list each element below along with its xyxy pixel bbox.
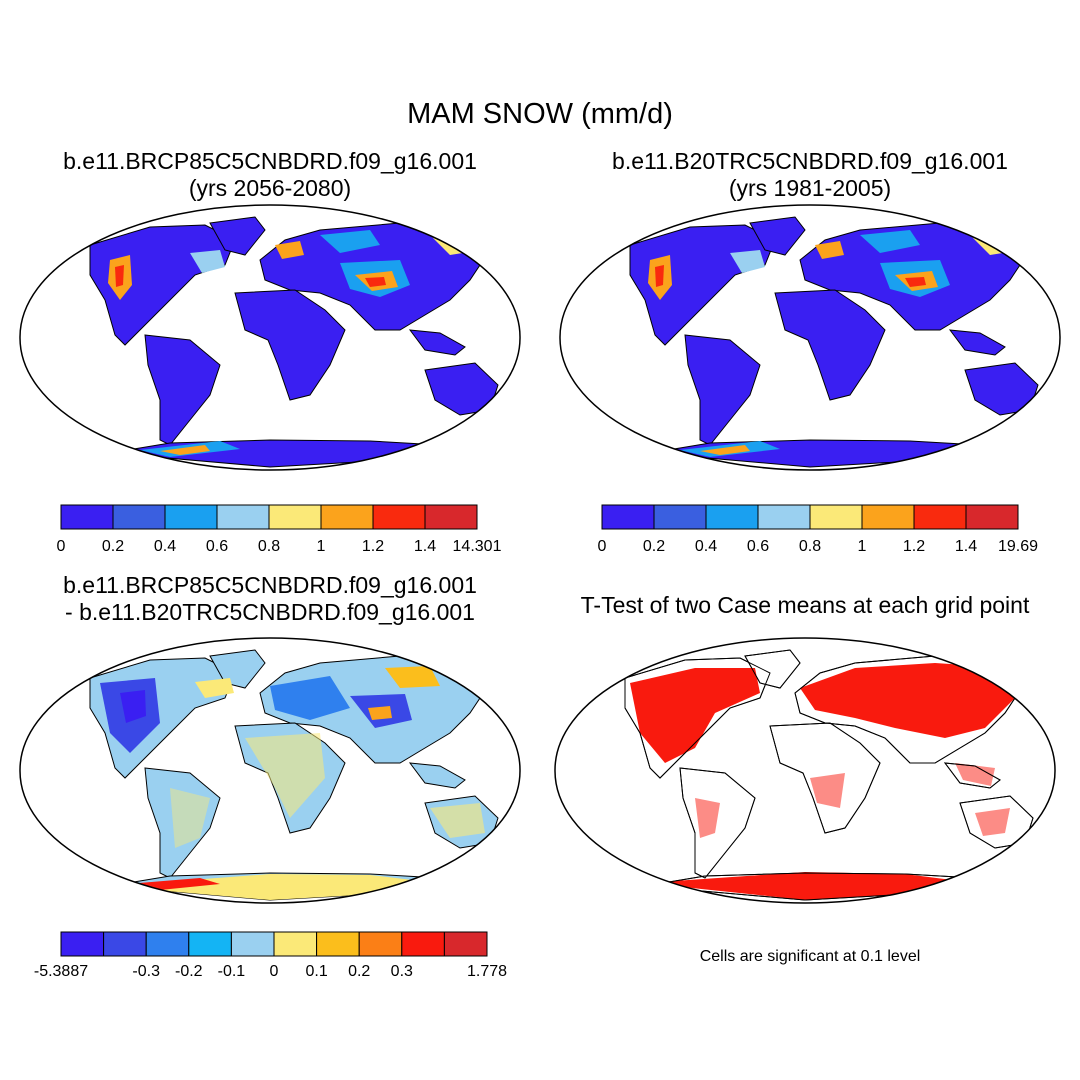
colorbar-swatch [424,504,478,530]
colorbar-tick-label: 1.4 [414,538,436,555]
map-historical [559,204,1061,471]
colorbar-tick-label: 0.2 [348,963,370,980]
colorbar-swatch [705,504,759,530]
colorbar-tick-label: -0.1 [218,963,246,980]
colorbar-swatch [372,504,426,530]
panel-title-difference: b.e11.BRCP85C5CNBDRD.f09_g16.001 - b.e11… [20,572,520,626]
panel-title-line1: b.e11.B20TRC5CNBDRD.f09_g16.001 [612,148,1008,174]
colorbar-swatch [809,504,863,530]
colorbar-historical: 0 0.2 0.4 0.6 0.8 1 1.2 1.4 19.69 [598,504,1038,555]
map-difference [19,637,521,904]
colorbar-swatch [112,504,166,530]
colorbar-swatch [757,504,811,530]
colorbar-tick-label: -5.3887 [34,963,88,980]
colorbar-tick-label: 14.301 [453,538,502,555]
colorbar-swatch [443,931,488,957]
map-border [559,204,1061,471]
colorbar-swatch [164,504,218,530]
colorbar-tick-label: 0.6 [206,538,228,555]
colorbar-swatch [653,504,707,530]
panel-title-line1: b.e11.BRCP85C5CNBDRD.f09_g16.001 [63,572,477,598]
panel-title-future: b.e11.BRCP85C5CNBDRD.f09_g16.001 (yrs 20… [20,148,520,202]
colorbar-swatch [965,504,1019,530]
colorbar-swatch [316,931,360,957]
colorbar-swatch [145,931,190,957]
colorbar-tick-label: 0.4 [695,538,717,555]
colorbar-swatch [320,504,374,530]
colorbar-tick-label: 0.8 [258,538,280,555]
map-ttest [554,637,1056,904]
colorbar-tick-label: -0.3 [132,963,160,980]
colorbar-swatch [60,931,105,957]
panel-title-line1: b.e11.BRCP85C5CNBDRD.f09_g16.001 [63,148,477,174]
colorbar-tick-label: 0 [270,963,279,980]
significance-note: Cells are significant at 0.1 level [699,948,921,965]
colorbar-tick-label: 0.2 [102,538,124,555]
colorbar-tick-label: 0.8 [799,538,821,555]
panel-title-line2: (yrs 1981-2005) [728,175,892,201]
panel-title-line2: (yrs 2056-2080) [188,175,352,201]
colorbar-tick-label: -0.2 [175,963,203,980]
colorbar-swatch [216,504,270,530]
colorbar-tick-label: 1 [317,538,326,555]
panel-title-ttest: T-Test of two Case means at each grid po… [550,592,1060,619]
figure-title: MAM SNOW (mm/d) [407,98,673,130]
colorbar-tick-label: 0.4 [154,538,176,555]
map-border [19,204,521,471]
colorbar-swatch [230,931,275,957]
map-border [554,637,1056,904]
colorbar-tick-label: 0.6 [747,538,769,555]
colorbar-swatch [60,504,114,530]
panel-title-historical: b.e11.B20TRC5CNBDRD.f09_g16.001 (yrs 198… [560,148,1060,202]
colorbar-tick-label: 0.1 [305,963,327,980]
colorbar-tick-label: 0.2 [643,538,665,555]
colorbar-tick-label: 0.3 [391,963,413,980]
colorbar-swatch [268,504,322,530]
colorbar-tick-label: 0 [598,538,607,555]
colorbar-difference: -5.3887 -0.3 -0.2 -0.1 0 0.1 0.2 0.3 1.778 [34,931,507,980]
colorbar-tick-label: 1.2 [362,538,384,555]
colorbar-swatch [188,931,232,957]
colorbar-tick-label: 1 [858,538,867,555]
colorbar-tick-label: 1.4 [955,538,977,555]
colorbar-tick-label: 0 [57,538,66,555]
colorbar-swatch [861,504,915,530]
colorbar-tick-label: 19.69 [998,538,1038,555]
colorbar-swatch [273,931,318,957]
colorbar-swatch [913,504,967,530]
colorbar-swatch [401,931,445,957]
map-border [19,637,521,904]
colorbar-future: 0 0.2 0.4 0.6 0.8 1 1.2 1.4 14.301 [57,504,502,555]
panel-title-line1: T-Test of two Case means at each grid po… [580,592,1030,618]
colorbar-tick-label: 1.2 [903,538,925,555]
colorbar-tick-label: 1.778 [467,963,507,980]
panel-title-line2: - b.e11.B20TRC5CNBDRD.f09_g16.001 [65,599,475,625]
map-future [19,204,521,471]
colorbar-swatch [601,504,655,530]
colorbar-swatch [358,931,403,957]
colorbar-swatch [103,931,147,957]
